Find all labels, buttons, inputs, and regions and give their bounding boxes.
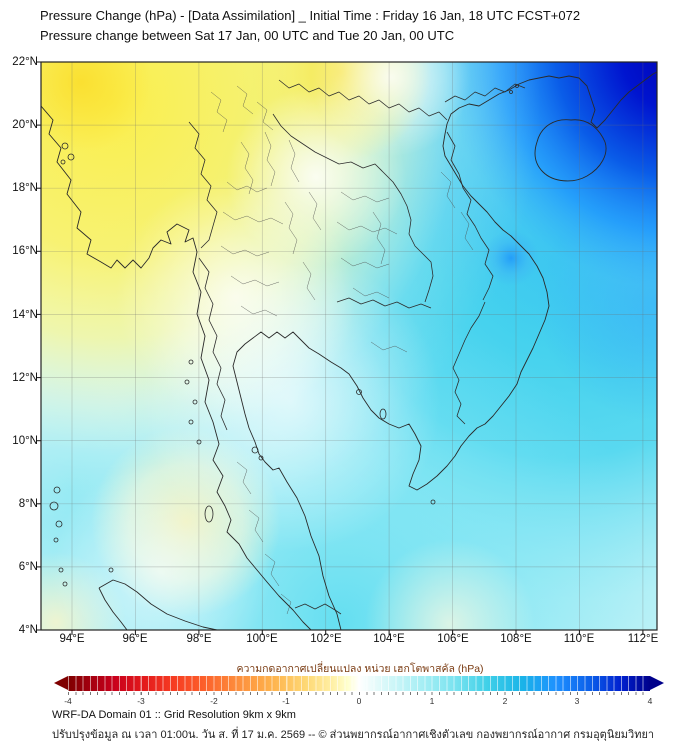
lon-tick-label: 106°E [437, 633, 469, 645]
colorbar-tick-label: 3 [574, 696, 580, 706]
lon-tick-label: 100°E [246, 633, 278, 645]
lon-tick-label: 98°E [186, 633, 212, 645]
lat-tick-label: 20°N [12, 119, 38, 131]
colorbar-right-arrow [650, 676, 664, 690]
colorbar-tick-label: -4 [64, 696, 72, 706]
footer-domain-info: WRF-DA Domain 01 :: Grid Resolution 9km … [52, 709, 296, 721]
figure-title: Pressure Change (hPa) - [Data Assimilati… [40, 8, 581, 23]
lat-tick-label: 22°N [12, 56, 38, 68]
lat-tick-label: 18°N [12, 182, 38, 194]
figure-subtitle: Pressure change between Sat 17 Jan, 00 U… [40, 28, 455, 43]
lat-tick-label: 8°N [18, 498, 38, 510]
province-borders [210, 85, 474, 615]
country-borders [188, 79, 526, 615]
colorbar-tick-label: -2 [210, 696, 218, 706]
lat-tick-label: 12°N [12, 372, 38, 384]
lon-tick-label: 112°E [627, 633, 659, 645]
map-frame [40, 61, 658, 631]
lat-tick-label: 14°N [12, 309, 38, 321]
colorbar-title: ความกดอากาศเปลี่ยนแปลง หน่วย เฮกโตพาสคัล… [236, 663, 484, 675]
lon-tick-label: 94°E [59, 633, 85, 645]
colorbar-left-arrow [54, 676, 68, 690]
pressure-field [41, 62, 657, 630]
axis-ticks [36, 61, 644, 635]
map-canvas [36, 61, 658, 635]
colorbar-tick-label: 4 [647, 696, 653, 706]
colorbar-tick-label: 1 [429, 696, 435, 706]
lon-tick-label: 96°E [122, 633, 148, 645]
footer-update-info: ปรับปรุงข้อมูล ณ เวลา 01:00น. วัน ส. ที่… [52, 729, 655, 741]
grid-lines [41, 62, 657, 630]
islands [49, 84, 519, 587]
lon-tick-label: 110°E [563, 633, 595, 645]
colorbar-minor-ticks [68, 692, 650, 695]
lon-tick-label: 104°E [373, 633, 405, 645]
colorbar-segments [68, 676, 650, 691]
colorbar-tick-label: -1 [282, 696, 290, 706]
colorbar-tick-label: -3 [137, 696, 145, 706]
lat-tick-label: 4°N [18, 624, 38, 636]
colorbar-tick-label: 0 [356, 696, 362, 706]
colorbar-tick-label: 2 [502, 696, 508, 706]
coastlines [41, 71, 657, 630]
lat-tick-label: 16°N [12, 245, 38, 257]
lon-tick-label: 108°E [500, 633, 532, 645]
lon-tick-label: 102°E [310, 633, 342, 645]
lat-tick-label: 10°N [12, 435, 38, 447]
lat-tick-label: 6°N [18, 561, 38, 573]
